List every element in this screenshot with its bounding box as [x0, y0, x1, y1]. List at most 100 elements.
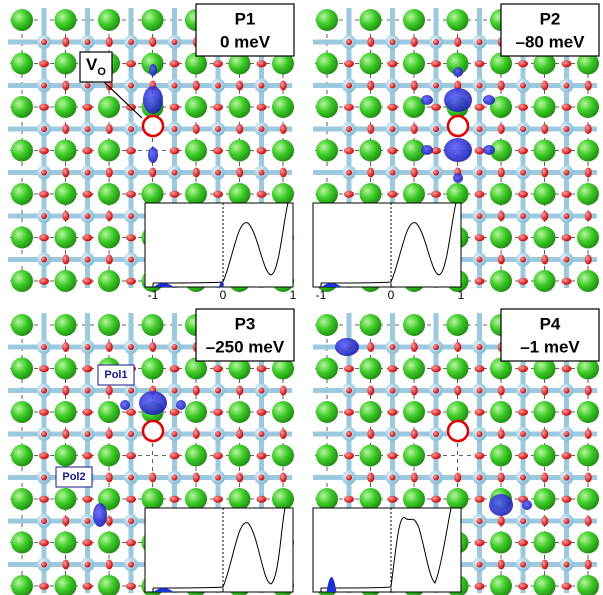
arrow	[103, 81, 143, 119]
sr-atom	[446, 357, 469, 380]
sr-atom	[490, 139, 512, 162]
o-atom	[128, 126, 134, 132]
sr-atom	[446, 183, 469, 205]
sr-atom	[272, 488, 294, 510]
sr-atom	[359, 401, 382, 423]
o-atom	[476, 387, 483, 394]
o-atom	[433, 387, 439, 394]
o-atom	[520, 169, 526, 176]
o-atom	[410, 124, 418, 134]
o-atom	[258, 387, 265, 394]
o-atom	[82, 365, 93, 373]
sr-atom	[316, 183, 338, 205]
o-atom	[169, 190, 180, 198]
sr-atom	[403, 96, 425, 118]
o-atom	[192, 124, 200, 134]
vacancy	[141, 114, 165, 138]
o-atom	[584, 254, 592, 265]
label-box	[500, 308, 600, 362]
sr-atom	[446, 9, 469, 31]
o-atom	[561, 103, 572, 111]
sr-atom	[11, 270, 33, 292]
o-atom	[128, 169, 134, 176]
sr-atom	[98, 139, 120, 162]
sr-atom	[577, 531, 599, 554]
sr-atom	[533, 531, 556, 554]
o-atom	[563, 518, 570, 524]
o-atom	[518, 234, 528, 242]
sr-atom	[403, 357, 425, 380]
o-atom	[84, 344, 91, 350]
sr-atom	[98, 270, 120, 292]
sr-atom	[98, 488, 120, 510]
sr-atom	[533, 357, 556, 380]
o-atom	[346, 474, 352, 481]
o-atom	[520, 474, 526, 481]
o-atom	[171, 387, 178, 394]
o-atom	[431, 190, 441, 198]
o-atom	[126, 495, 136, 503]
o-atom	[410, 429, 418, 439]
vacancy	[446, 419, 470, 443]
o-atom	[520, 561, 526, 568]
x-tick-label: 1	[290, 288, 297, 302]
panel-label: P2	[540, 9, 561, 28]
o-atom	[410, 385, 418, 396]
o-atom	[387, 408, 398, 416]
o-atom	[279, 124, 287, 134]
o-atom	[410, 472, 418, 483]
o-atom	[474, 408, 485, 416]
sr-atom	[228, 444, 251, 467]
x-tick-label: 0	[388, 288, 395, 302]
o-atom	[62, 211, 70, 221]
o-atom	[126, 277, 136, 285]
o-atom	[474, 190, 485, 198]
polaron2-label: Pol2	[62, 471, 85, 483]
o-atom	[39, 60, 49, 68]
sr-atom	[11, 357, 33, 380]
panel-energy: 0 meV	[220, 32, 271, 51]
o-atom	[215, 82, 221, 89]
o-atom	[128, 39, 134, 45]
o-atom	[474, 452, 485, 460]
o-atom	[84, 387, 91, 394]
sr-atom	[54, 9, 77, 31]
label-box	[195, 308, 295, 362]
o-atom	[128, 82, 134, 89]
o-atom	[256, 190, 267, 198]
sr-atom	[98, 96, 120, 118]
inset: -1 0 1	[312, 507, 465, 595]
o-atom	[256, 147, 267, 155]
o-atom	[584, 559, 592, 570]
sr-atom	[141, 9, 164, 31]
o-atom	[236, 167, 244, 178]
sr-atom	[577, 444, 599, 467]
o-atom	[256, 452, 267, 460]
polaron-density	[149, 64, 157, 76]
o-atom	[128, 213, 134, 219]
sr-atom	[98, 401, 120, 423]
o-atom	[584, 429, 592, 439]
sr-atom	[403, 401, 425, 423]
o-atom	[474, 365, 485, 373]
o-atom	[62, 37, 70, 47]
sr-atom	[359, 314, 382, 336]
o-atom	[41, 256, 47, 263]
o-atom	[82, 539, 93, 547]
sr-atom	[98, 183, 120, 205]
sr-atom	[359, 52, 382, 75]
o-atom	[236, 472, 244, 483]
o-atom	[236, 124, 244, 134]
o-atom	[126, 582, 136, 590]
o-atom	[236, 429, 244, 439]
o-atom	[344, 408, 354, 416]
sr-atom	[11, 531, 33, 554]
o-atom	[520, 213, 526, 219]
panel-label: P1	[235, 9, 256, 28]
inset: -1 0 1	[312, 202, 465, 302]
o-atom	[520, 82, 526, 89]
gap-state	[153, 283, 174, 287]
sr-atom	[577, 488, 599, 510]
sr-atom	[228, 139, 251, 162]
o-atom	[497, 516, 505, 526]
